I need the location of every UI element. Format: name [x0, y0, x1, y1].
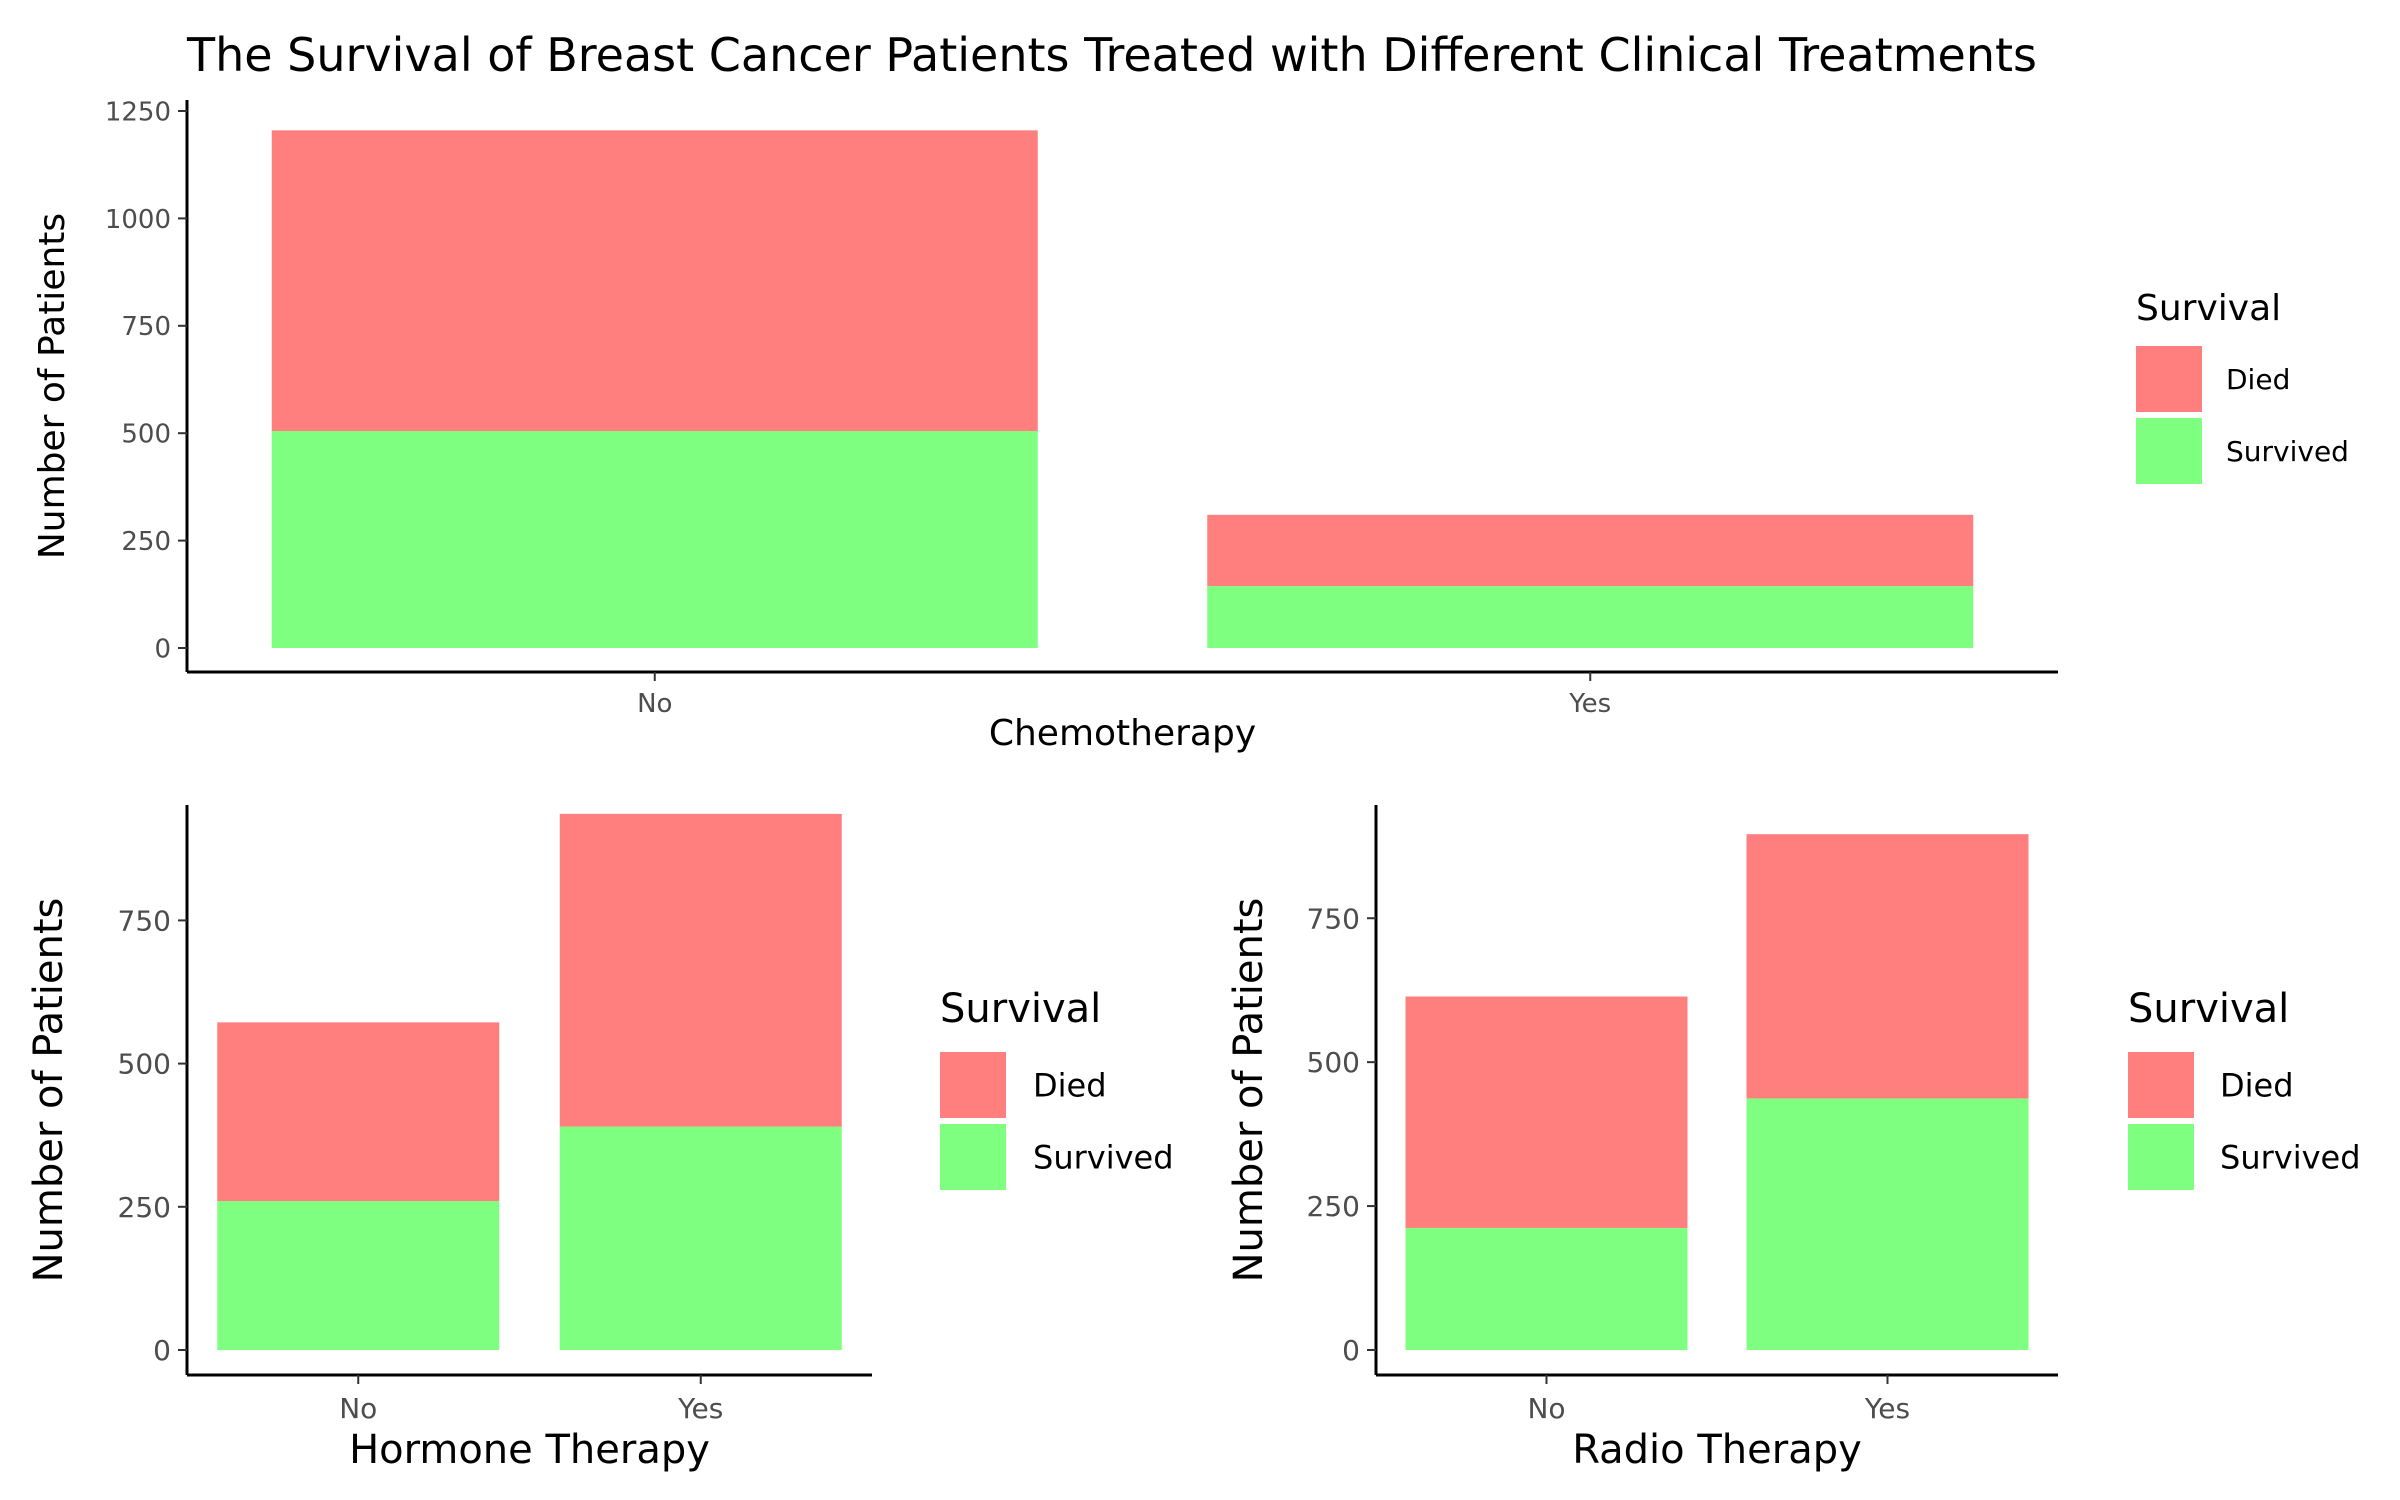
bar-survived-no	[1405, 1227, 1688, 1350]
y-tick-label: 750	[121, 312, 171, 342]
legend: Survival Died Survived	[2136, 288, 2349, 484]
legend-swatch-died	[2128, 1052, 2194, 1118]
legend-label-survived: Survived	[2220, 1139, 2361, 1177]
legend-swatch-survived	[940, 1124, 1006, 1190]
x-tick-label: No	[339, 1392, 377, 1425]
y-tick-label: 750	[118, 904, 171, 937]
x-axis-label: Chemotherapy	[989, 713, 1256, 754]
bar-died-yes	[1746, 834, 2029, 1099]
y-tick-label: 250	[118, 1191, 171, 1224]
x-tick-label: Yes	[1864, 1392, 1910, 1425]
legend-label-died: Died	[1033, 1067, 1107, 1105]
y-tick-label: 500	[121, 420, 171, 450]
legend-label-died: Died	[2226, 363, 2290, 396]
bar-died-no	[271, 130, 1038, 432]
legend-swatch-survived	[2128, 1124, 2194, 1190]
y-tick-label: 750	[1307, 902, 1360, 935]
bar-died-yes	[559, 813, 842, 1127]
chart-panel-1: 0 250 500 750 1000 1250 No Yes Chemotherapy Numbe…	[32, 97, 2349, 754]
legend-title: Survival	[940, 986, 1101, 1032]
y-tick-label: 0	[154, 634, 171, 664]
legend: Survival Died Survived	[2128, 986, 2361, 1190]
y-tick-label: 0	[1342, 1334, 1360, 1367]
legend-swatch-died	[940, 1052, 1006, 1118]
y-tick-label: 0	[153, 1334, 171, 1367]
x-tick-label: No	[637, 689, 672, 719]
x-axis-label: Hormone Therapy	[349, 1427, 710, 1473]
bar-survived-no	[271, 431, 1038, 648]
bar-survived-yes	[1746, 1098, 2029, 1350]
legend-swatch-survived	[2136, 418, 2202, 484]
y-tick-label: 1250	[105, 97, 171, 127]
x-tick-label: Yes	[677, 1392, 723, 1425]
y-tick-label: 250	[121, 527, 171, 557]
y-tick-label: 1000	[105, 205, 171, 235]
page-title: The Survival of Breast Cancer Patients T…	[187, 28, 2037, 82]
y-axis-label: Number of Patients	[32, 213, 73, 559]
legend-label-survived: Survived	[2226, 435, 2349, 468]
bar-died-yes	[1207, 514, 1974, 587]
y-axis-label: Number of Patients	[1226, 898, 1272, 1283]
legend: Survival Died Survived	[940, 986, 1174, 1190]
x-tick-label: No	[1527, 1392, 1565, 1425]
bar-survived-no	[217, 1201, 500, 1350]
y-axis-label: Number of Patients	[26, 898, 72, 1283]
legend-swatch-died	[2136, 346, 2202, 412]
legend-title: Survival	[2136, 288, 2281, 329]
y-tick-label: 500	[1307, 1046, 1360, 1079]
bar-died-no	[217, 1022, 500, 1202]
x-tick-label: Yes	[1568, 689, 1611, 719]
y-tick-label: 250	[1307, 1190, 1360, 1223]
legend-title: Survival	[2128, 986, 2289, 1032]
bar-survived-yes	[559, 1126, 842, 1350]
bar-survived-yes	[1207, 586, 1974, 648]
x-axis-label: Radio Therapy	[1572, 1427, 1862, 1473]
bar-died-no	[1405, 996, 1688, 1228]
legend-label-died: Died	[2220, 1067, 2294, 1105]
legend-label-survived: Survived	[1033, 1139, 1174, 1177]
y-tick-label: 500	[118, 1048, 171, 1081]
